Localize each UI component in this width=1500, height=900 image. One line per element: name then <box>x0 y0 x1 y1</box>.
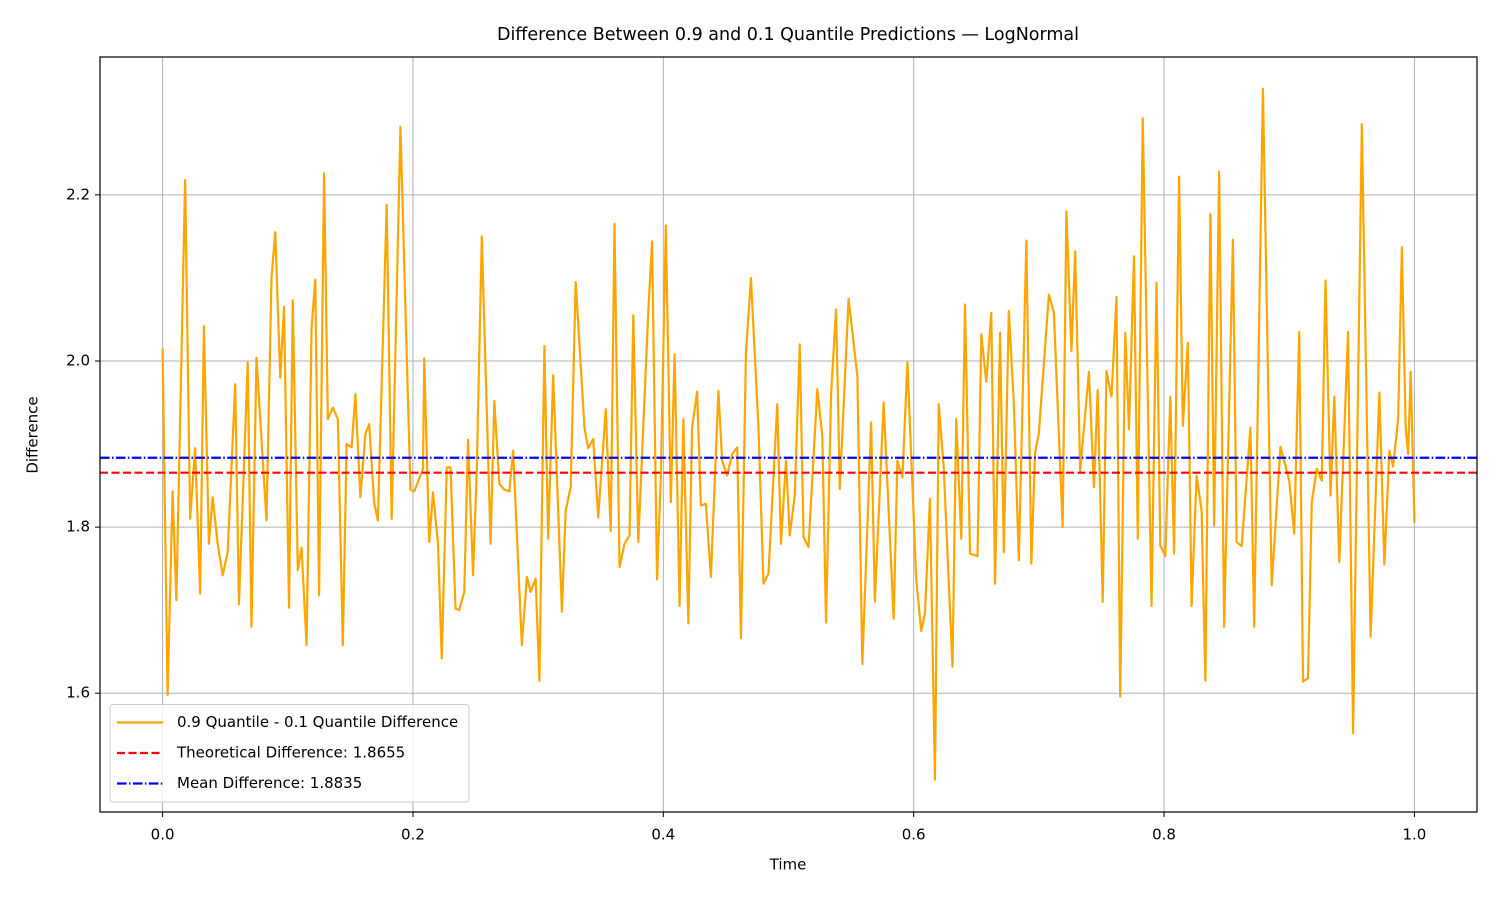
y-tick-label: 2.2 <box>66 185 90 203</box>
x-tick-label: 0.4 <box>651 826 675 844</box>
legend-label: Theoretical Difference: 1.8655 <box>176 744 405 762</box>
x-tick-label: 0.6 <box>902 826 926 844</box>
y-tick-label: 1.6 <box>66 684 90 702</box>
legend: 0.9 Quantile - 0.1 Quantile Difference Th… <box>109 704 470 803</box>
x-tick-label: 1.0 <box>1402 826 1426 844</box>
data-line <box>161 87 1416 781</box>
legend-box <box>109 704 470 803</box>
x-tick-label: 0.8 <box>1152 826 1176 844</box>
x-tick-label: 0.0 <box>151 826 175 844</box>
y-tick-label: 1.8 <box>66 518 90 536</box>
x-tick-label: 0.2 <box>401 826 425 844</box>
x-axis-label: Time <box>769 856 807 874</box>
legend-label: 0.9 Quantile - 0.1 Quantile Difference <box>177 713 458 731</box>
y-axis-label: Difference <box>24 396 42 473</box>
y-tick-label: 2.0 <box>66 351 90 369</box>
legend-label: Mean Difference: 1.8835 <box>177 774 362 792</box>
chart-title: Difference Between 0.9 and 0.1 Quantile … <box>497 25 1079 45</box>
plot-frame <box>99 56 1478 813</box>
